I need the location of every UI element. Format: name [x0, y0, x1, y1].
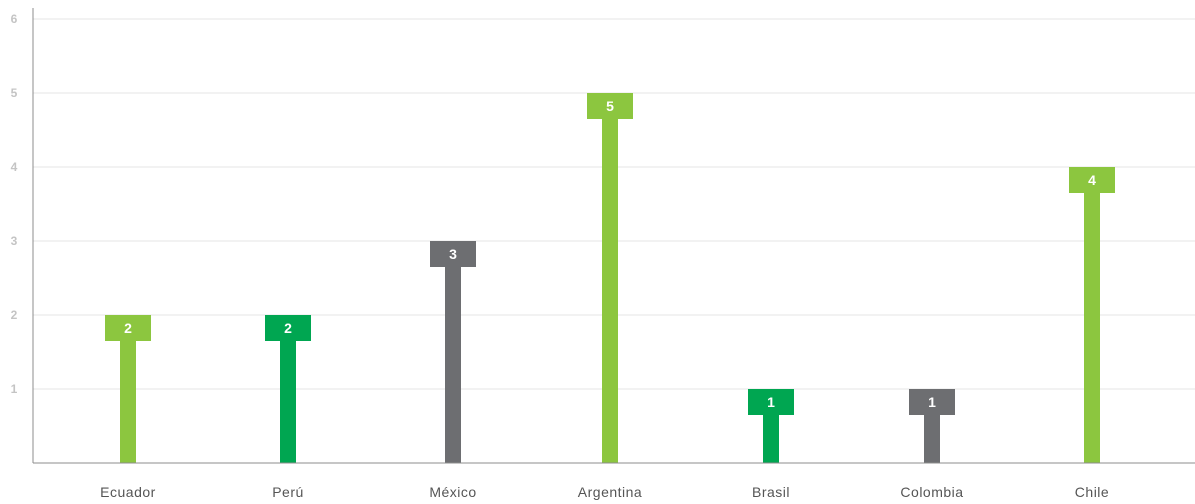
- bar-value-label: 2: [124, 320, 132, 336]
- bar-ecuador: 2: [105, 315, 151, 463]
- y-tick-label: 4: [11, 160, 18, 174]
- bar-stem: [120, 315, 136, 463]
- x-tick-label: Chile: [1075, 484, 1109, 500]
- bar-value-cap: [587, 93, 633, 119]
- bar-stem: [1084, 167, 1100, 463]
- bar-value-cap: [748, 389, 794, 415]
- bar-value-label: 5: [606, 98, 614, 114]
- bar-colombia: 1: [909, 389, 955, 463]
- bar-argentina: 5: [587, 93, 633, 463]
- bar-value-label: 1: [767, 394, 775, 410]
- bar-value-cap: [105, 315, 151, 341]
- bar-value-cap: [265, 315, 311, 341]
- bars: 2 2 3 5 1 1 4: [105, 93, 1115, 463]
- x-tick-label: Brasil: [752, 484, 790, 500]
- bar-perú: 2: [265, 315, 311, 463]
- bar-value-label: 2: [284, 320, 292, 336]
- x-tick-label: México: [429, 484, 476, 500]
- bar-chile: 4: [1069, 167, 1115, 463]
- bar-stem: [602, 93, 618, 463]
- y-tick-label: 5: [11, 86, 18, 100]
- y-tick-label: 3: [11, 234, 18, 248]
- bar-value-label: 4: [1088, 172, 1096, 188]
- x-tick-label: Colombia: [900, 484, 963, 500]
- bar-value-cap: [1069, 167, 1115, 193]
- x-tick-label: Perú: [272, 484, 304, 500]
- y-tick-label: 2: [11, 308, 18, 322]
- bar-brasil: 1: [748, 389, 794, 463]
- bar-méxico: 3: [430, 241, 476, 463]
- bar-stem: [445, 241, 461, 463]
- x-tick-label: Ecuador: [100, 484, 156, 500]
- x-axis-ticks: Ecuador Perú México Argentina Brasil Colombia…: [100, 484, 1109, 500]
- bar-stem: [280, 315, 296, 463]
- bar-value-cap: [909, 389, 955, 415]
- x-tick-label: Argentina: [578, 484, 642, 500]
- y-axis-ticks: 1 2 3 4 5 6: [11, 12, 18, 396]
- bar-value-label: 1: [928, 394, 936, 410]
- y-tick-label: 6: [11, 12, 18, 26]
- bar-value-label: 3: [449, 246, 457, 262]
- y-tick-label: 1: [11, 382, 18, 396]
- bar-value-cap: [430, 241, 476, 267]
